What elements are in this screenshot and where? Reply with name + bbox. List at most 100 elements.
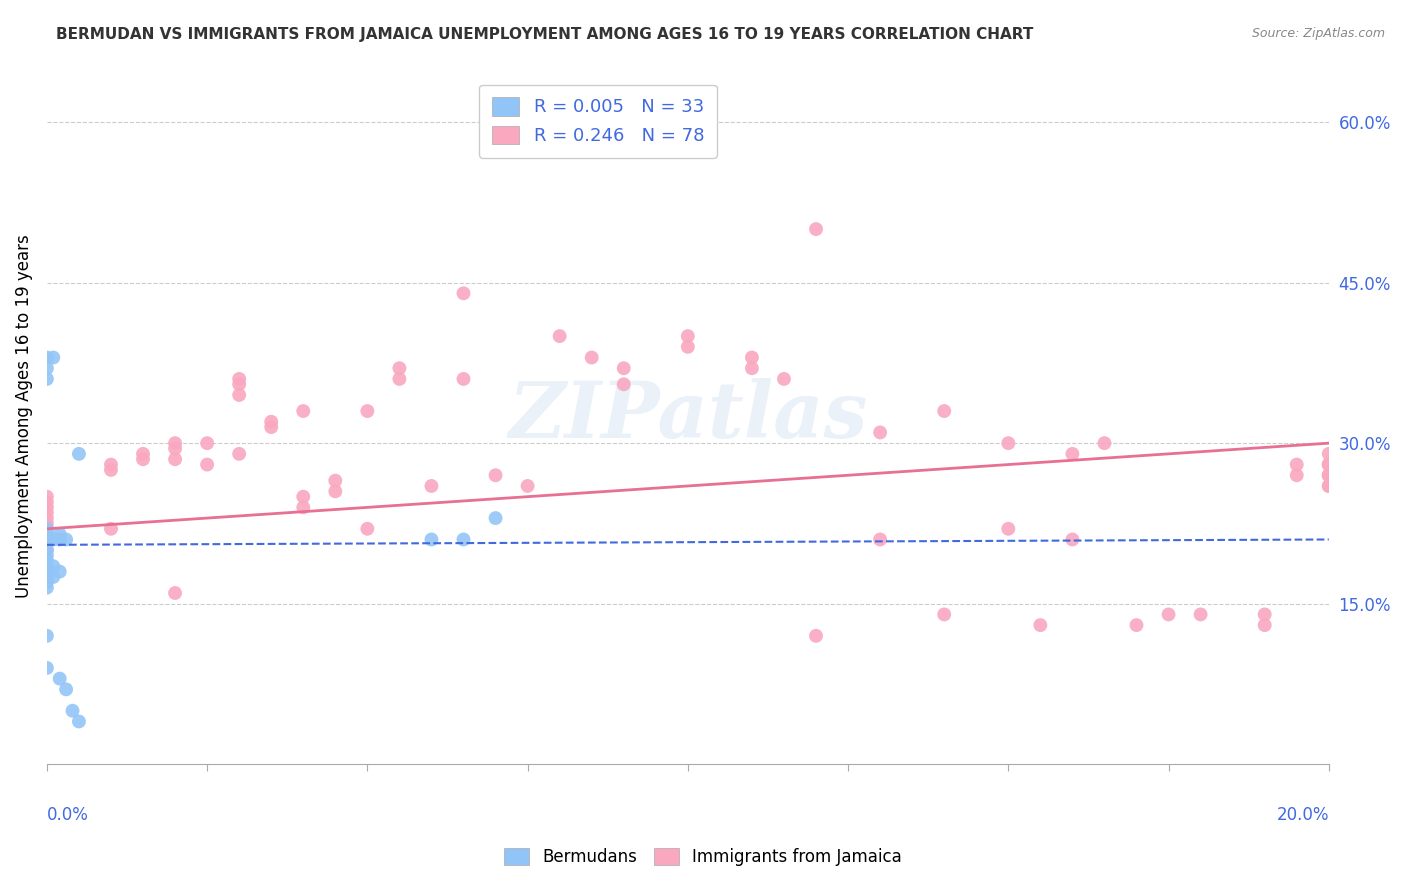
Point: [195, 436, 218, 450]
Point: [292, 404, 315, 418]
Point: [42, 533, 65, 547]
Point: [388, 372, 411, 386]
Point: [48, 565, 70, 579]
Y-axis label: Unemployment Among Ages 16 to 19 years: Unemployment Among Ages 16 to 19 years: [15, 235, 32, 599]
Point: [48, 672, 70, 686]
Point: [1317, 468, 1340, 483]
Point: [132, 452, 155, 467]
Text: ZIPatlas: ZIPatlas: [508, 378, 868, 455]
Point: [165, 436, 187, 450]
Point: [581, 351, 603, 365]
Point: [228, 388, 250, 402]
Point: [741, 361, 763, 376]
Point: [934, 607, 956, 622]
Point: [997, 436, 1019, 450]
Point: [35, 570, 58, 584]
Point: [132, 447, 155, 461]
Point: [613, 377, 636, 392]
Point: [35, 565, 58, 579]
Text: BERMUDAN VS IMMIGRANTS FROM JAMAICA UNEMPLOYMENT AMONG AGES 16 TO 19 YEARS CORRE: BERMUDAN VS IMMIGRANTS FROM JAMAICA UNEM…: [56, 27, 1033, 42]
Point: [1189, 607, 1212, 622]
Point: [484, 511, 506, 525]
Point: [1317, 468, 1340, 483]
Point: [35, 511, 58, 525]
Point: [1094, 436, 1116, 450]
Point: [35, 661, 58, 675]
Point: [420, 479, 443, 493]
Point: [292, 500, 315, 515]
Point: [548, 329, 571, 343]
Point: [356, 522, 378, 536]
Point: [323, 474, 346, 488]
Point: [1157, 607, 1180, 622]
Point: [388, 361, 411, 376]
Point: [676, 340, 699, 354]
Point: [165, 452, 187, 467]
Point: [484, 468, 506, 483]
Point: [1317, 458, 1340, 472]
Point: [453, 286, 475, 301]
Point: [260, 415, 283, 429]
Point: [1317, 458, 1340, 472]
Point: [35, 543, 58, 558]
Point: [1125, 618, 1147, 632]
Point: [228, 377, 250, 392]
Point: [35, 516, 58, 531]
Point: [420, 533, 443, 547]
Text: 20.0%: 20.0%: [1277, 806, 1329, 824]
Legend: Bermudans, Immigrants from Jamaica: Bermudans, Immigrants from Jamaica: [496, 840, 910, 875]
Text: Source: ZipAtlas.com: Source: ZipAtlas.com: [1251, 27, 1385, 40]
Point: [42, 559, 65, 574]
Point: [48, 527, 70, 541]
Point: [42, 570, 65, 584]
Point: [195, 458, 218, 472]
Point: [35, 549, 58, 563]
Point: [741, 351, 763, 365]
Point: [1317, 479, 1340, 493]
Point: [35, 372, 58, 386]
Point: [35, 527, 58, 541]
Point: [1317, 458, 1340, 472]
Point: [35, 522, 58, 536]
Point: [35, 581, 58, 595]
Point: [260, 420, 283, 434]
Point: [773, 372, 796, 386]
Point: [1317, 447, 1340, 461]
Point: [1253, 607, 1275, 622]
Point: [1317, 468, 1340, 483]
Point: [228, 447, 250, 461]
Point: [613, 361, 636, 376]
Point: [516, 479, 538, 493]
Point: [35, 361, 58, 376]
Point: [35, 559, 58, 574]
Point: [35, 554, 58, 568]
Point: [165, 442, 187, 456]
Point: [42, 351, 65, 365]
Point: [35, 543, 58, 558]
Point: [62, 704, 84, 718]
Legend: R = 0.005   N = 33, R = 0.246   N = 78: R = 0.005 N = 33, R = 0.246 N = 78: [479, 85, 717, 158]
Point: [1317, 479, 1340, 493]
Point: [1253, 618, 1275, 632]
Point: [869, 425, 891, 440]
Point: [100, 463, 122, 477]
Point: [55, 533, 77, 547]
Point: [100, 522, 122, 536]
Text: 0.0%: 0.0%: [46, 806, 89, 824]
Point: [323, 484, 346, 499]
Point: [55, 682, 77, 697]
Point: [804, 629, 827, 643]
Point: [934, 404, 956, 418]
Point: [228, 372, 250, 386]
Point: [35, 490, 58, 504]
Point: [35, 495, 58, 509]
Point: [35, 533, 58, 547]
Point: [997, 522, 1019, 536]
Point: [35, 522, 58, 536]
Point: [1062, 533, 1084, 547]
Point: [1062, 447, 1084, 461]
Point: [35, 559, 58, 574]
Point: [1285, 468, 1308, 483]
Point: [67, 714, 90, 729]
Point: [35, 506, 58, 520]
